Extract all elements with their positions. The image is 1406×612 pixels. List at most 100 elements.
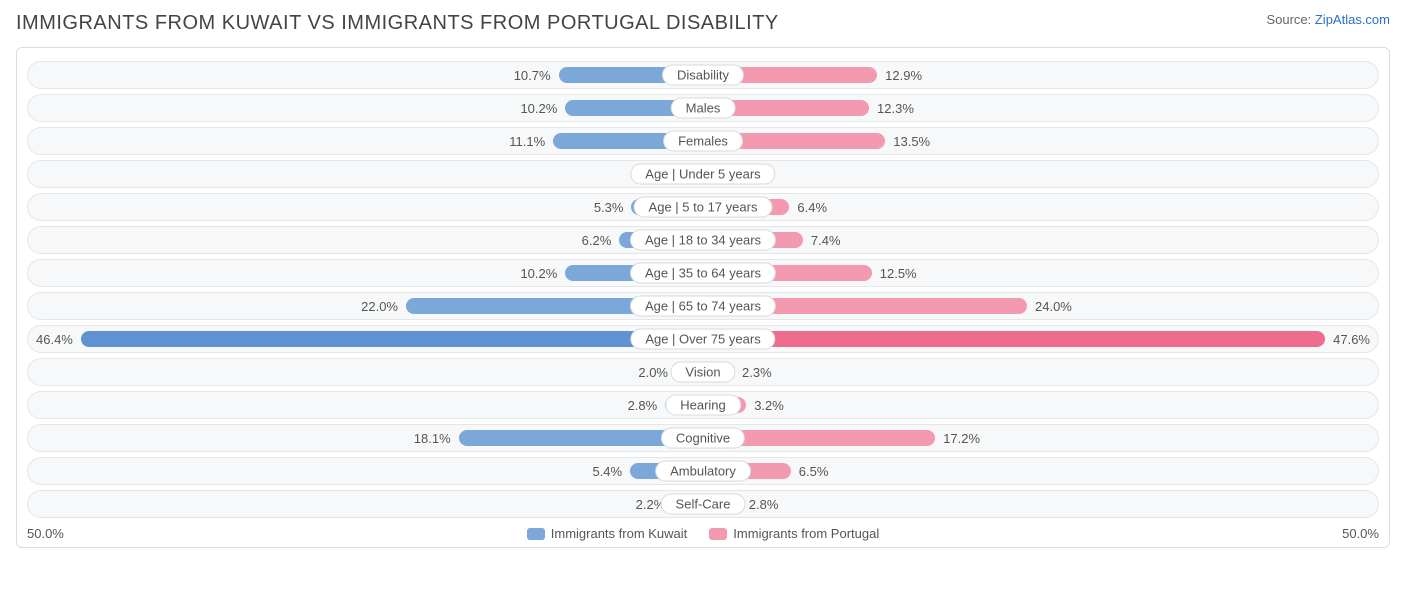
chart-row: 2.2% 2.8%Self-Care: [27, 490, 1379, 518]
row-right-half: 47.6%: [703, 326, 1378, 352]
category-pill: Hearing: [665, 395, 741, 416]
row-right-half: 6.4%: [703, 194, 1378, 220]
right-value-label: 12.5%: [872, 266, 925, 281]
legend-swatch-left: [527, 528, 545, 540]
right-value-label: 2.8%: [741, 497, 787, 512]
row-right-half: 2.8%: [703, 491, 1378, 517]
axis-right-max: 50.0%: [1342, 526, 1379, 541]
source-link[interactable]: ZipAtlas.com: [1315, 12, 1390, 27]
chart-row: 6.2% 7.4% Age | 18 to 34 years: [27, 226, 1379, 254]
row-right-half: 17.2%: [703, 425, 1378, 451]
category-pill: Vision: [670, 362, 735, 383]
category-pill: Age | Under 5 years: [630, 164, 775, 185]
row-right-half: 12.9%: [703, 62, 1378, 88]
row-left-half: 2.0%: [28, 359, 703, 385]
legend-item-left: Immigrants from Kuwait: [527, 526, 688, 541]
chart-title: IMMIGRANTS FROM KUWAIT VS IMMIGRANTS FRO…: [16, 12, 779, 35]
chart-row: 22.0% 24.0% Age | 65 to 74 years: [27, 292, 1379, 320]
chart-row: 10.2% 12.3% Males: [27, 94, 1379, 122]
row-left-half: 11.1%: [28, 128, 703, 154]
left-value-label: 2.0%: [630, 365, 676, 380]
right-value-label: 24.0%: [1027, 299, 1080, 314]
legend-label-right: Immigrants from Portugal: [733, 526, 879, 541]
row-left-half: 2.8%: [28, 392, 703, 418]
right-value-label: 13.5%: [885, 134, 938, 149]
category-pill: Females: [663, 131, 743, 152]
row-left-half: 46.4%: [28, 326, 703, 352]
category-pill: Age | 35 to 64 years: [630, 263, 776, 284]
chart-row: 1.2%1.8%Age | Under 5 years: [27, 160, 1379, 188]
chart-row: 10.2% 12.5% Age | 35 to 64 years: [27, 259, 1379, 287]
chart-source: Source: ZipAtlas.com: [1266, 12, 1390, 27]
row-right-half: 12.3%: [703, 95, 1378, 121]
category-pill: Cognitive: [661, 428, 745, 449]
chart-header: IMMIGRANTS FROM KUWAIT VS IMMIGRANTS FRO…: [16, 12, 1390, 35]
category-pill: Age | 65 to 74 years: [630, 296, 776, 317]
row-left-half: 10.2%: [28, 260, 703, 286]
chart-row: 10.7% 12.9% Disability: [27, 61, 1379, 89]
row-right-half: 3.2%: [703, 392, 1378, 418]
axis-left-max: 50.0%: [27, 526, 64, 541]
left-value-label: 2.8%: [620, 398, 666, 413]
category-pill: Age | 18 to 34 years: [630, 230, 776, 251]
legend-swatch-right: [709, 528, 727, 540]
chart-row: 11.1% 13.5% Females: [27, 127, 1379, 155]
right-value-label: 6.5%: [791, 464, 837, 479]
row-left-half: 6.2%: [28, 227, 703, 253]
left-value-label: 10.2%: [512, 266, 565, 281]
right-value-label: 7.4%: [803, 233, 849, 248]
left-value-label: 22.0%: [353, 299, 406, 314]
row-left-half: 5.3%: [28, 194, 703, 220]
left-value-label: 10.7%: [506, 68, 559, 83]
right-value-label: 12.3%: [869, 101, 922, 116]
chart-row: 2.8% 3.2% Hearing: [27, 391, 1379, 419]
chart-rows: 10.7% 12.9% Disability 10.2% 12.3% Males 11.1%…: [27, 61, 1379, 518]
row-left-half: 10.7%: [28, 62, 703, 88]
butterfly-chart: 10.7% 12.9% Disability 10.2% 12.3% Males 11.1%…: [16, 47, 1390, 548]
right-value-label: 12.9%: [877, 68, 930, 83]
category-pill: Age | 5 to 17 years: [634, 197, 773, 218]
row-right-half: 6.5%: [703, 458, 1378, 484]
row-left-half: 5.4%: [28, 458, 703, 484]
row-right-half: 7.4%: [703, 227, 1378, 253]
row-right-half: 1.8%: [703, 161, 1378, 187]
chart-row: 5.4% 6.5% Ambulatory: [27, 457, 1379, 485]
row-left-half: 18.1%: [28, 425, 703, 451]
legend-label-left: Immigrants from Kuwait: [551, 526, 688, 541]
row-left-half: 22.0%: [28, 293, 703, 319]
row-right-half: 24.0%: [703, 293, 1378, 319]
row-right-half: 2.3%: [703, 359, 1378, 385]
right-value-label: 3.2%: [746, 398, 792, 413]
chart-legend: Immigrants from Kuwait Immigrants from P…: [527, 526, 879, 541]
category-pill: Age | Over 75 years: [630, 329, 775, 350]
left-value-label: 18.1%: [406, 431, 459, 446]
category-pill: Disability: [662, 65, 744, 86]
chart-row: 2.0% 2.3%Vision: [27, 358, 1379, 386]
category-pill: Self-Care: [661, 494, 746, 515]
right-value-label: 2.3%: [734, 365, 780, 380]
category-pill: Males: [671, 98, 736, 119]
row-right-half: 13.5%: [703, 128, 1378, 154]
left-value-label: 11.1%: [501, 134, 553, 149]
right-value-label: 6.4%: [789, 200, 835, 215]
right-bar: [703, 331, 1325, 347]
row-left-half: 1.2%: [28, 161, 703, 187]
row-left-half: 2.2%: [28, 491, 703, 517]
chart-axis: 50.0% Immigrants from Kuwait Immigrants …: [27, 526, 1379, 541]
legend-item-right: Immigrants from Portugal: [709, 526, 879, 541]
right-value-label: 47.6%: [1325, 332, 1378, 347]
left-bar: [81, 331, 703, 347]
chart-row: 18.1% 17.2% Cognitive: [27, 424, 1379, 452]
row-left-half: 10.2%: [28, 95, 703, 121]
left-value-label: 5.4%: [584, 464, 630, 479]
left-value-label: 10.2%: [512, 101, 565, 116]
left-value-label: 46.4%: [28, 332, 81, 347]
left-value-label: 5.3%: [586, 200, 632, 215]
left-value-label: 6.2%: [574, 233, 620, 248]
chart-row: 5.3% 6.4% Age | 5 to 17 years: [27, 193, 1379, 221]
chart-row: 46.4% 47.6% Age | Over 75 years: [27, 325, 1379, 353]
right-value-label: 17.2%: [935, 431, 988, 446]
source-prefix: Source:: [1266, 12, 1314, 27]
row-right-half: 12.5%: [703, 260, 1378, 286]
category-pill: Ambulatory: [655, 461, 751, 482]
